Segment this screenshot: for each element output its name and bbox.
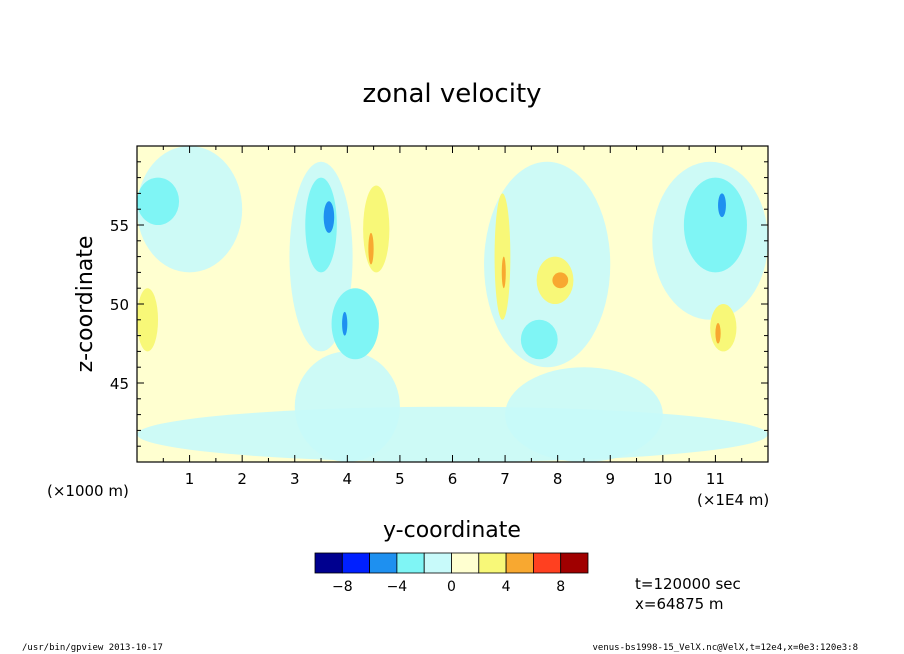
colorbar-tick-label: 8 — [556, 579, 565, 595]
chart-title: zonal velocity — [362, 79, 541, 109]
x-tick-label: 5 — [395, 470, 405, 488]
x-tick-label: 11 — [706, 470, 725, 488]
x-axis-ticks: 1 2 3 4 5 6 7 8 9 10 11 — [136, 146, 769, 488]
contour-region-positive — [710, 304, 737, 352]
colorbar-swatch — [451, 552, 480, 574]
colorbar-tick-label: −8 — [332, 579, 353, 595]
x-tick-label: 6 — [448, 470, 458, 488]
contour-region-negative — [323, 201, 335, 233]
y-axis-ticks: 45 50 55 — [110, 145, 768, 463]
colorbar-tick-label: 0 — [447, 579, 456, 595]
colorbar-swatch — [396, 552, 425, 574]
x-tick-label: 1 — [185, 470, 195, 488]
x-scale-label: (×1E4 m) — [697, 491, 769, 509]
x-tick-label: 8 — [553, 470, 563, 488]
contour-region-positive — [715, 322, 721, 344]
colorbar-swatch — [423, 552, 452, 574]
colorbar-tick-label: 4 — [502, 579, 511, 595]
x-tick-label: 10 — [653, 470, 672, 488]
plot-area — [137, 146, 768, 462]
x-tick-label: 3 — [290, 470, 300, 488]
contour-region-positive — [363, 185, 390, 273]
y-tick-label: 55 — [110, 217, 129, 235]
x-tick-label: 7 — [500, 470, 510, 488]
contour-region-weak-negative — [137, 146, 243, 273]
footer-left: /usr/bin/gpview 2013-10-17 — [22, 643, 163, 653]
y-axis-label: z-coordinate — [73, 236, 98, 373]
colorbar-labels: −8 −4 0 4 8 — [332, 579, 565, 595]
y-tick-label: 45 — [110, 375, 129, 393]
contour-features — [137, 146, 768, 462]
contour-region-weak-negative — [505, 367, 663, 462]
contour-region-negative — [683, 177, 747, 273]
contour-region-negative — [520, 319, 558, 360]
contour-region-negative — [718, 193, 726, 218]
colorbar — [314, 552, 589, 574]
colorbar-swatch — [369, 552, 398, 574]
position-annotation: x=64875 m — [635, 595, 724, 613]
x-tick-label: 9 — [605, 470, 615, 488]
colorbar-swatch — [314, 552, 343, 574]
colorbar-swatch — [560, 552, 589, 574]
contour-region-negative — [137, 177, 180, 225]
x-unit-label: (×1000 m) — [47, 482, 129, 500]
contour-region-negative — [331, 288, 379, 360]
contour-region-positive — [494, 193, 511, 320]
x-axis-label: y-coordinate — [383, 518, 521, 543]
contour-region-positive — [501, 256, 506, 289]
contour-region-positive — [368, 232, 374, 265]
y-tick-label: 50 — [110, 296, 129, 314]
contour-region-positive — [552, 272, 569, 289]
colorbar-swatch — [341, 552, 370, 574]
x-tick-label: 2 — [237, 470, 247, 488]
colorbar-swatch — [505, 552, 534, 574]
time-annotation: t=120000 sec — [635, 575, 741, 593]
footer-right: venus-bs1998-15_VelX.nc@VelX,t=12e4,x=0e… — [592, 643, 858, 653]
colorbar-swatch — [533, 552, 562, 574]
x-tick-label: 4 — [343, 470, 353, 488]
contour-region-negative — [342, 311, 348, 336]
colorbar-swatch — [478, 552, 507, 574]
contour-region-weak-negative — [294, 351, 400, 462]
colorbar-tick-label: −4 — [387, 579, 408, 595]
contour-region-weak-negative — [137, 406, 768, 462]
